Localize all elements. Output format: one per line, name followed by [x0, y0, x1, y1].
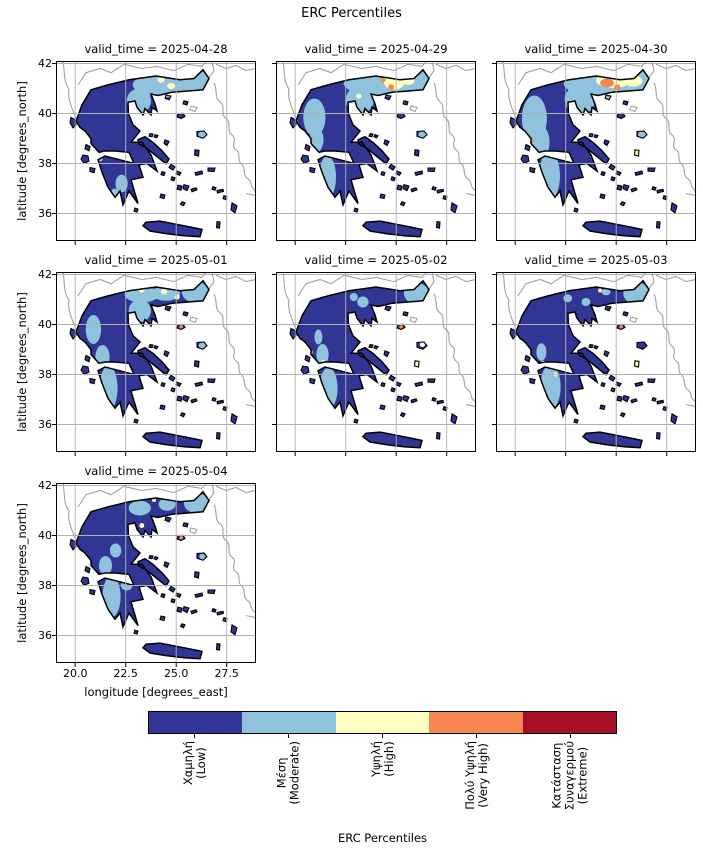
colorbar-tick-label-moderate: Μέση (Moderate): [274, 741, 302, 805]
map-svg: [272, 271, 477, 456]
colorbar-segment-low: [149, 712, 243, 733]
coastlines: [69, 490, 238, 660]
y-axis-label: latitude [degrees_north]: [15, 81, 29, 221]
x-tick-label: 27.5: [214, 667, 239, 680]
coastlines: [289, 68, 458, 238]
facet-title: valid_time = 2025-05-04: [84, 464, 228, 478]
colorbar-tick: [382, 734, 383, 738]
y-tick-label: 42: [38, 267, 52, 281]
neighboring-coastlines: [62, 482, 257, 619]
coastlines: [509, 279, 678, 449]
neighboring-coastlines: [62, 60, 257, 197]
facet-title: valid_time = 2025-04-30: [524, 42, 668, 56]
axes-frame: [56, 483, 256, 663]
colorbar-tick: [569, 734, 571, 738]
gridlines: [56, 483, 256, 663]
facet-panel-2025-05-04: valid_time = 2025-05-04 42 40 38 36 latitude …: [15, 464, 257, 680]
facet-panel-2025-04-30: valid_time = 2025-04-30: [492, 42, 697, 245]
coastlines: [69, 68, 238, 238]
colorbar-label: ERC Percentiles: [337, 831, 428, 845]
facet-panel-2025-04-29: valid_time = 2025-04-29: [272, 42, 477, 245]
colorbar-tick: [194, 734, 196, 738]
colorbar-tick-label-very_high: Πολύ Υψηλή (Very High): [462, 741, 490, 810]
figure-title: ERC Percentiles: [301, 6, 402, 21]
y-tick-label: 38: [38, 578, 52, 592]
y-axis-label: latitude [degrees_north]: [15, 503, 29, 643]
colorbar-tick-label-low: Χαμηλή (Low): [180, 741, 208, 786]
neighboring-coastlines: [502, 60, 697, 197]
y-tick-label: 40: [38, 317, 52, 331]
y-tick-label: 36: [38, 628, 52, 642]
x-tick-label: 20.0: [62, 667, 88, 680]
axis-ticks: [492, 274, 668, 456]
x-tick-label: 22.5: [113, 667, 138, 680]
axis-ticks: [272, 63, 448, 245]
y-tick-label: 42: [38, 478, 52, 492]
facet-title: valid_time = 2025-04-29: [304, 42, 448, 56]
facet-title: valid_time = 2025-04-28: [84, 42, 228, 56]
colorbar: [148, 711, 617, 734]
gridlines: [496, 61, 696, 241]
gridlines: [56, 272, 256, 452]
y-tick-label: 38: [38, 156, 52, 170]
colorbar-tick-label-extreme: Κατάσταση Συναγερμού (Extreme): [549, 741, 590, 811]
gridlines: [276, 61, 476, 241]
map-svg: [492, 271, 697, 456]
coastlines: [289, 279, 458, 449]
axis-ticks: [272, 274, 448, 456]
facet-panel-2025-05-03: valid_time = 2025-05-03: [492, 253, 697, 456]
y-tick-label: 40: [38, 106, 52, 120]
colorbar-segment-very_high: [429, 712, 523, 733]
map-svg: [52, 271, 257, 456]
facet-panel-2025-05-01: valid_time = 2025-05-01 42 40 38 36 latitude …: [15, 253, 257, 456]
axes-frame: [496, 61, 696, 241]
colorbar-tick-label-high: Υψηλή (High): [368, 741, 396, 777]
neighboring-coastlines: [282, 271, 477, 408]
colorbar-tick: [288, 734, 290, 738]
x-tick-label: 25.0: [163, 667, 189, 680]
map-svg: [52, 60, 257, 245]
map-svg: [272, 60, 477, 245]
colorbar-segment-moderate: [242, 712, 336, 733]
neighboring-coastlines: [282, 60, 477, 197]
gridlines: [56, 61, 256, 241]
colorbar-tick: [475, 734, 477, 738]
axes-frame: [276, 61, 476, 241]
axes-frame: [56, 61, 256, 241]
axis-ticks: [52, 63, 228, 245]
facet-title: valid_time = 2025-05-02: [304, 253, 448, 267]
axis-ticks: [52, 485, 228, 667]
facet-title: valid_time = 2025-05-03: [524, 253, 668, 267]
y-tick-label: 36: [38, 206, 52, 220]
y-tick-label: 40: [38, 528, 52, 542]
gridlines: [276, 272, 476, 452]
colorbar-segment-extreme: [522, 712, 617, 733]
y-tick-label: 36: [38, 417, 52, 431]
facet-panel-2025-04-28: valid_time = 2025-04-28 42 40 38 36 latitude …: [15, 42, 257, 245]
facet-title: valid_time = 2025-05-01: [84, 253, 228, 267]
axis-ticks: [492, 63, 668, 245]
coastlines: [509, 68, 678, 238]
facet-panel-2025-05-02: valid_time = 2025-05-02: [272, 253, 477, 456]
axes-frame: [276, 272, 476, 452]
map-svg: [492, 60, 697, 245]
coastlines: [69, 279, 238, 449]
y-tick-label: 42: [38, 56, 52, 70]
neighboring-coastlines: [62, 271, 257, 408]
x-axis-label: longitude [degrees_east]: [84, 685, 228, 699]
axis-ticks: [52, 274, 228, 456]
axes-frame: [56, 272, 256, 452]
colorbar-segment-high: [335, 712, 430, 733]
map-svg: [52, 482, 257, 667]
axes-frame: [496, 272, 696, 452]
neighboring-coastlines: [502, 271, 697, 408]
y-tick-label: 38: [38, 367, 52, 381]
gridlines: [496, 272, 696, 452]
y-axis-label: latitude [degrees_north]: [15, 292, 29, 432]
